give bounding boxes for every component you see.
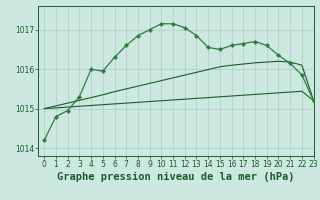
X-axis label: Graphe pression niveau de la mer (hPa): Graphe pression niveau de la mer (hPa) [57,172,295,182]
